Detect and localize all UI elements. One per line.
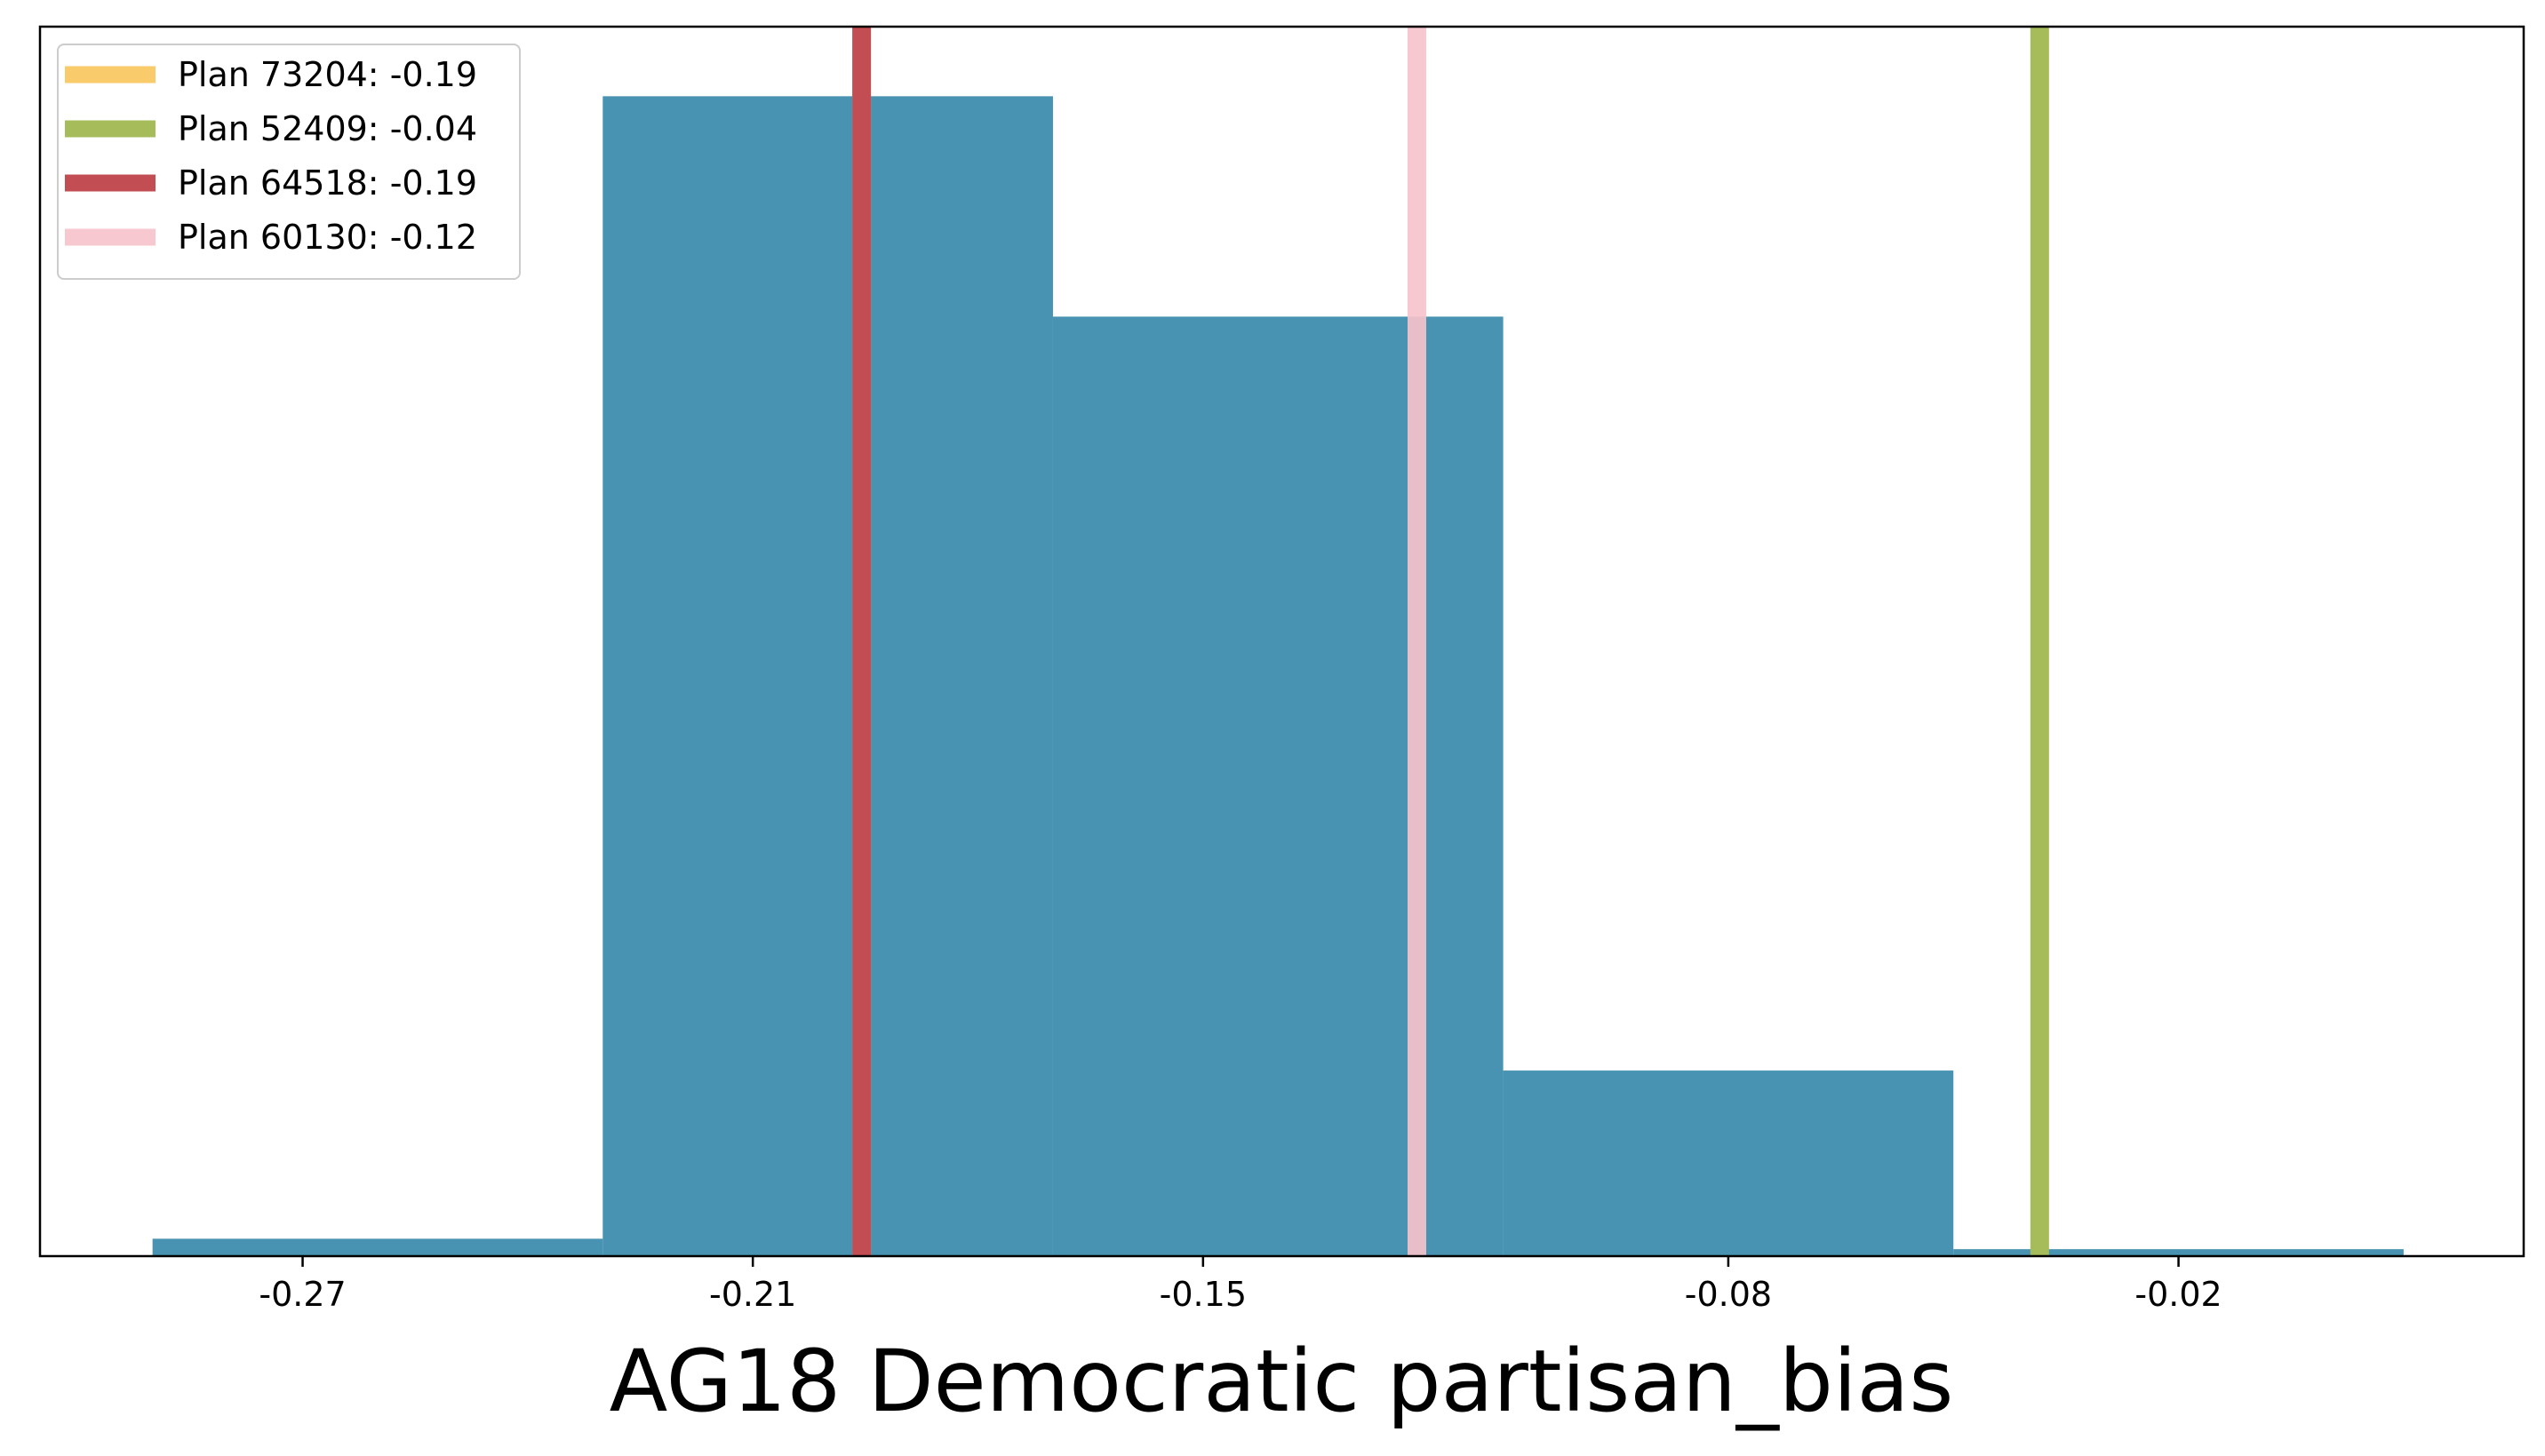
histogram-bar bbox=[152, 1238, 603, 1256]
x-axis-ticks: -0.27 -0.21 -0.15 -0.08 -0.02 bbox=[259, 1256, 2222, 1314]
x-tick-label: -0.21 bbox=[709, 1275, 796, 1314]
legend-label: Plan 52409: -0.04 bbox=[178, 109, 477, 148]
legend-label: Plan 64518: -0.19 bbox=[178, 163, 477, 203]
histogram-bar bbox=[1052, 316, 1504, 1257]
histogram-bar bbox=[1953, 1249, 2404, 1256]
plot-frame bbox=[38, 25, 2525, 1258]
x-tick-label: -0.08 bbox=[1685, 1275, 1772, 1314]
histogram-bars bbox=[152, 96, 2404, 1257]
x-tick-label: -0.27 bbox=[259, 1275, 346, 1314]
plan-reference-lines bbox=[852, 27, 2049, 1256]
x-tick-label: -0.02 bbox=[2134, 1275, 2222, 1314]
legend-label: Plan 60130: -0.12 bbox=[178, 218, 477, 257]
histogram-bar bbox=[602, 96, 1053, 1257]
histogram-bar bbox=[1503, 1070, 1954, 1256]
legend-label: Plan 73204: -0.19 bbox=[178, 55, 477, 94]
x-tick-label: -0.15 bbox=[1160, 1275, 1247, 1314]
legend: Plan 73204: -0.19 Plan 52409: -0.04 Plan 6… bbox=[57, 44, 521, 280]
legend-box bbox=[57, 44, 521, 280]
x-axis-label: AG18 Democratic partisan_bias bbox=[610, 1332, 1954, 1431]
